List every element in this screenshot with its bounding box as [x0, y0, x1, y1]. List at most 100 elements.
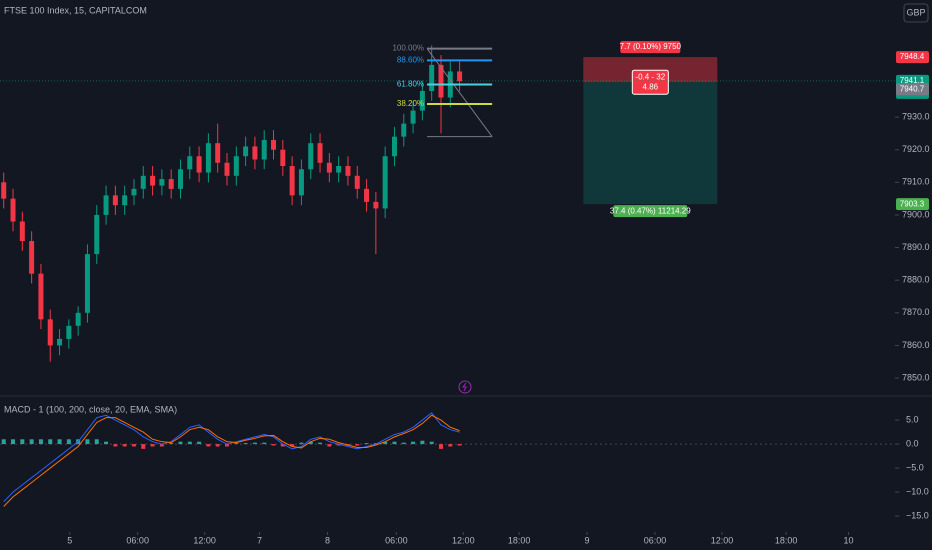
macd-hist-bar — [438, 444, 443, 449]
candle-body — [196, 156, 202, 173]
price-badge-label: 7941.1 — [900, 76, 925, 85]
macd-hist-bar — [66, 439, 71, 445]
candle-body — [298, 169, 304, 196]
macd-hist-bar — [411, 441, 416, 445]
price-badge-label: 7948.4 — [900, 52, 925, 61]
candle-body — [47, 319, 53, 346]
currency-button[interactable] — [903, 3, 929, 23]
candle-body — [38, 273, 44, 320]
macd-hist-bar — [364, 443, 369, 445]
fib-label: 38.20% — [397, 99, 424, 108]
time-tick-label: 06:00 — [644, 535, 667, 545]
macd-line — [3, 414, 460, 507]
candle-body — [29, 241, 35, 274]
candle-body — [354, 175, 360, 189]
time-tick-label: 8 — [325, 535, 330, 545]
macd-hist-bar — [243, 443, 248, 445]
macd-hist-bar — [429, 441, 434, 445]
price-tick-label: 7870.0 — [902, 307, 930, 317]
macd-tick-label: −15.0 — [906, 510, 929, 520]
price-tick-label: 7860.0 — [902, 340, 930, 350]
macd-hist-bar — [271, 444, 276, 446]
macd-tick-label: 0.0 — [906, 438, 919, 448]
candle-body — [271, 139, 277, 150]
macd-hist-bar — [29, 439, 34, 445]
event-icon[interactable] — [458, 380, 472, 394]
candle-body — [391, 136, 397, 157]
price-tick-label: 7850.0 — [902, 372, 930, 382]
macd-hist-bar — [206, 444, 211, 447]
macd-hist-bar — [308, 441, 313, 445]
time-tick-label: 5 — [67, 535, 72, 545]
candle-body — [112, 195, 118, 206]
candle-body — [429, 64, 435, 92]
macd-hist-bar — [280, 444, 285, 447]
macd-hist-bar — [38, 439, 43, 445]
macd-hist-bar — [252, 442, 257, 445]
stop-label: 7.7 (0.10%) 9750 — [620, 42, 682, 51]
price-badge — [896, 83, 929, 96]
macd-hist-bar — [159, 444, 164, 447]
macd-hist-bar — [392, 441, 397, 445]
macd-hist-bar — [85, 439, 90, 445]
candle-body — [364, 188, 370, 202]
candle-body — [122, 195, 128, 206]
time-tick-label: 06:00 — [385, 535, 408, 545]
candle-body — [243, 146, 249, 157]
candle-body — [159, 179, 165, 186]
candle-body — [280, 149, 286, 167]
symbol-title: FTSE 100 Index, 15, CAPITALCOM — [4, 5, 147, 15]
macd-hist-bar — [234, 443, 239, 445]
macd-tick-label: −5.0 — [906, 462, 924, 472]
macd-hist-bar — [169, 443, 174, 445]
macd-title: MACD - 1 (100, 200, close, 20, EMA, SMA) — [4, 404, 177, 414]
price-badge-label: 7903.3 — [900, 199, 925, 208]
macd-hist-bar — [48, 439, 53, 445]
candle-body — [66, 325, 72, 339]
macd-hist-bar — [355, 444, 360, 446]
candle-body — [419, 91, 425, 111]
macd-hist-bar — [401, 442, 406, 445]
fib-trend — [426, 48, 493, 137]
price-tick-label: 7930.0 — [902, 111, 930, 121]
candle-body — [261, 139, 267, 160]
price-tick-label: 7920.0 — [902, 144, 930, 154]
candle-body — [103, 195, 109, 215]
time-tick-label: 7 — [257, 535, 262, 545]
candle-body — [75, 312, 81, 326]
target-label: 37.4 (0.47%) 11214.29 — [610, 206, 691, 215]
macd-hist-bar — [215, 444, 220, 447]
macd-hist-bar — [457, 444, 462, 446]
event-bolt — [462, 382, 467, 392]
candle-body — [215, 143, 221, 163]
candle-body — [289, 166, 295, 196]
macd-hist-bar — [94, 439, 99, 445]
time-tick-label: 10 — [843, 535, 853, 545]
candle-body — [317, 143, 323, 163]
macd-hist-bar — [11, 439, 16, 445]
candle-body — [187, 156, 193, 170]
macd-hist-bar — [225, 444, 230, 447]
candle-body — [233, 156, 239, 176]
macd-hist-bar — [1, 439, 6, 445]
macd-hist-bar — [178, 441, 183, 445]
candle-body — [19, 221, 25, 242]
pnl-label-bg — [631, 69, 669, 95]
macd-hist-bar — [197, 441, 202, 445]
price-tick-label: 7880.0 — [902, 275, 930, 285]
candle-body — [252, 146, 258, 160]
macd-hist-bar — [262, 442, 267, 445]
fib-label: 88.60% — [397, 55, 424, 64]
candle-body — [150, 175, 156, 186]
candle-body — [140, 175, 146, 189]
macd-hist-bar — [141, 444, 146, 449]
currency-label[interactable]: GBP — [906, 7, 925, 17]
time-tick-label: 18:00 — [775, 535, 798, 545]
macd-hist-bar — [131, 444, 136, 447]
macd-hist-bar — [122, 444, 127, 447]
time-tick-label: 9 — [585, 535, 590, 545]
time-tick-label: 18:00 — [508, 535, 531, 545]
price-tick-label: 7910.0 — [902, 177, 930, 187]
ratio-label: 4.86 — [643, 82, 659, 91]
